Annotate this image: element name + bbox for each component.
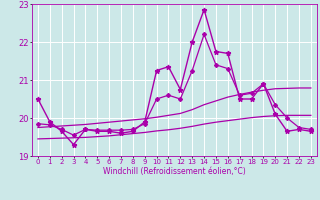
X-axis label: Windchill (Refroidissement éolien,°C): Windchill (Refroidissement éolien,°C) — [103, 167, 246, 176]
